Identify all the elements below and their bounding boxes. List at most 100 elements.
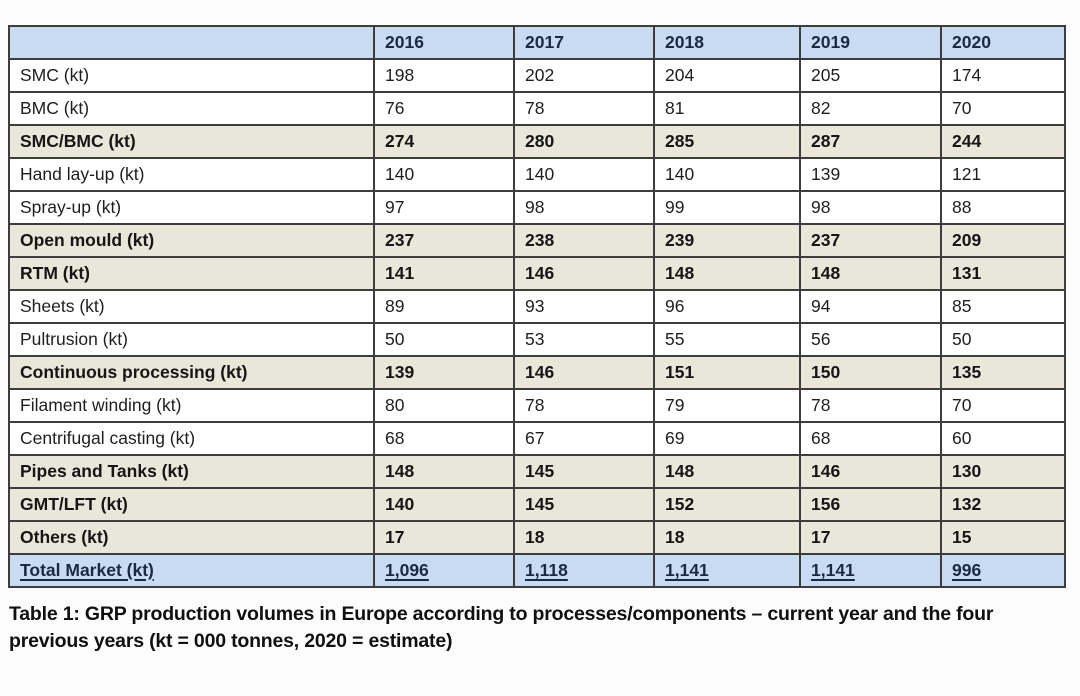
row-value: 88 [940,190,1066,225]
row-value: 67 [513,421,655,456]
header-year-2019: 2019 [799,25,942,60]
row-value: 81 [653,91,801,126]
row-value: 94 [799,289,942,324]
row-label: Centrifugal casting (kt) [8,421,375,456]
table-caption: Table 1: GRP production volumes in Europ… [9,603,994,653]
row-value: 1,141 [799,553,942,588]
row-value: 96 [653,289,801,324]
table-row: Continuous processing (kt) 139 146 151 1… [8,355,1066,390]
row-value: 79 [653,388,801,423]
row-label: SMC (kt) [8,58,375,93]
row-value: 152 [653,487,801,522]
row-value: 78 [513,91,655,126]
row-value: 70 [940,91,1066,126]
document-page: 2016 2017 2018 2019 2020 SMC (kt) 198 20… [8,25,1066,653]
row-value: 274 [373,124,515,159]
row-value: 139 [373,355,515,390]
table-row: Spray-up (kt) 97 98 99 98 88 [8,190,1066,225]
row-value: 93 [513,289,655,324]
row-label: Pultrusion (kt) [8,322,375,357]
row-value: 15 [940,520,1066,555]
row-value: 70 [940,388,1066,423]
table-row: GMT/LFT (kt) 140 145 152 156 132 [8,487,1066,522]
row-value: 132 [940,487,1066,522]
row-value: 18 [653,520,801,555]
row-value: 198 [373,58,515,93]
row-value: 97 [373,190,515,225]
row-value: 78 [513,388,655,423]
row-value: 53 [513,322,655,357]
row-label: Others (kt) [8,520,375,555]
row-value: 1,118 [513,553,655,588]
header-empty-cell [8,25,375,60]
table-row: Pultrusion (kt) 50 53 55 56 50 [8,322,1066,357]
row-value: 145 [513,487,655,522]
table-row: Sheets (kt) 89 93 96 94 85 [8,289,1066,324]
row-label: SMC/BMC (kt) [8,124,375,159]
table-row: RTM (kt) 141 146 148 148 131 [8,256,1066,291]
row-value: 130 [940,454,1066,489]
header-year-2018: 2018 [653,25,801,60]
row-value: 244 [940,124,1066,159]
table-row: SMC (kt) 198 202 204 205 174 [8,58,1066,93]
row-value: 146 [513,256,655,291]
row-value: 209 [940,223,1066,258]
row-value: 140 [513,157,655,192]
row-value: 50 [373,322,515,357]
row-value: 148 [653,454,801,489]
table-row: SMC/BMC (kt) 274 280 285 287 244 [8,124,1066,159]
row-value: 135 [940,355,1066,390]
row-value: 89 [373,289,515,324]
row-value: 156 [799,487,942,522]
row-value: 17 [373,520,515,555]
table-row: Pipes and Tanks (kt) 148 145 148 146 130 [8,454,1066,489]
row-value: 239 [653,223,801,258]
table-header-row: 2016 2017 2018 2019 2020 [8,25,1066,60]
row-value: 98 [513,190,655,225]
row-value: 148 [373,454,515,489]
row-label: Spray-up (kt) [8,190,375,225]
row-value: 140 [373,157,515,192]
row-label: BMC (kt) [8,91,375,126]
row-value: 205 [799,58,942,93]
table-row: Open mould (kt) 237 238 239 237 209 [8,223,1066,258]
row-label: GMT/LFT (kt) [8,487,375,522]
row-value: 121 [940,157,1066,192]
row-label: Sheets (kt) [8,289,375,324]
row-value: 150 [799,355,942,390]
row-value: 280 [513,124,655,159]
row-value: 151 [653,355,801,390]
row-value: 98 [799,190,942,225]
row-value: 18 [513,520,655,555]
row-value: 145 [513,454,655,489]
row-value: 202 [513,58,655,93]
header-year-2016: 2016 [373,25,515,60]
row-value: 287 [799,124,942,159]
row-value: 78 [799,388,942,423]
row-value: 285 [653,124,801,159]
header-year-2020: 2020 [940,25,1066,60]
table-row: Hand lay-up (kt) 140 140 140 139 121 [8,157,1066,192]
row-value: 238 [513,223,655,258]
row-value: 237 [373,223,515,258]
row-value: 99 [653,190,801,225]
row-value: 204 [653,58,801,93]
row-value: 80 [373,388,515,423]
row-value: 1,096 [373,553,515,588]
row-value: 1,141 [653,553,801,588]
row-value: 55 [653,322,801,357]
row-label: Total Market (kt) [8,553,375,588]
row-value: 141 [373,256,515,291]
row-label: Filament winding (kt) [8,388,375,423]
row-value: 76 [373,91,515,126]
row-value: 85 [940,289,1066,324]
row-value: 50 [940,322,1066,357]
row-value: 68 [799,421,942,456]
row-value: 140 [373,487,515,522]
table-row: BMC (kt) 76 78 81 82 70 [8,91,1066,126]
row-value: 68 [373,421,515,456]
row-value: 996 [940,553,1066,588]
row-label: Pipes and Tanks (kt) [8,454,375,489]
table-row: Total Market (kt) 1,096 1,118 1,141 1,14… [8,553,1066,588]
row-label: Hand lay-up (kt) [8,157,375,192]
